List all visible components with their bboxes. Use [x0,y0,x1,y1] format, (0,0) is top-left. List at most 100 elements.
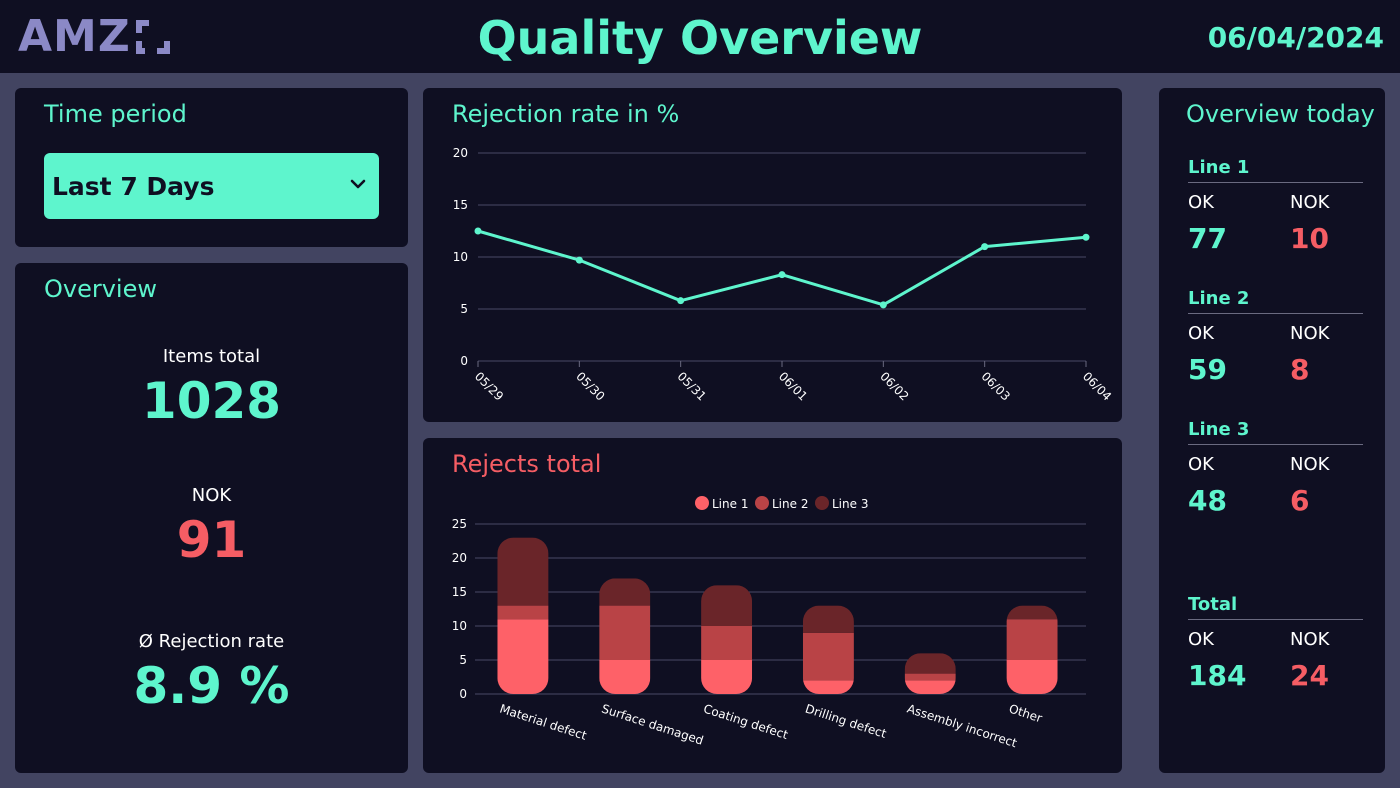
time-period-title: Time period [44,100,187,128]
ok-label: OK [1188,629,1214,650]
y-tick-label: 5 [460,302,468,316]
bar-segment [599,578,651,606]
data-point [778,271,786,279]
bar-segment [802,605,854,633]
overview-title: Overview [44,275,157,303]
data-point [1082,233,1090,241]
overview-today-title: Overview today [1186,100,1375,128]
line-2-ok-value: 59 [1188,353,1227,386]
ok-label: OK [1188,192,1214,213]
time-period-card: Time period Last 7 Days [15,88,408,247]
page-title: Quality Overview [477,11,923,65]
bar-segment [701,626,753,660]
legend-label: Line 3 [832,497,868,511]
top-bar: AMZ Quality Overview 06/04/2024 [0,0,1400,73]
total-summary: Total OK NOK 184 24 [1188,593,1363,694]
line-3-nok-value: 6 [1290,484,1310,517]
x-tick-label: 05/31 [675,369,709,403]
rejection-rate-card: Rejection rate in % 0 5 10 15 20 05/29 05/30 05… [423,88,1122,422]
total-heading: Total [1188,593,1363,620]
bar-segment [1006,619,1058,660]
bar-segment [904,653,956,674]
y-tick-label: 0 [460,354,468,368]
y-tick-label: 0 [459,687,467,701]
bar-segment [802,632,854,681]
bar-segment [701,585,753,626]
nok-label: NOK [1290,454,1330,475]
x-category-label: Material defect [498,702,589,743]
y-tick-label: 15 [453,198,468,212]
line-3-summary: Line 3 OK NOK 48 6 [1188,418,1363,519]
bar-segment [497,537,549,606]
y-tick-label: 5 [459,653,467,667]
nok-value: 91 [176,511,247,569]
line-1-ok-value: 77 [1188,222,1227,255]
legend-label: Line 2 [772,497,808,511]
bar-stack [802,605,854,694]
x-category-label: Other [1007,702,1044,726]
bar-segment [497,619,549,694]
bar-stack [904,653,956,694]
bar-segment [802,680,854,694]
legend-swatch [695,496,709,510]
logo-bracket-icon [135,20,170,54]
current-date: 06/04/2024 [1207,21,1384,54]
rejection-rate-series-line [477,229,1087,307]
data-point [879,301,887,309]
overview-card: Overview Items total 1028 NOK 91 Ø Rejec… [15,263,408,773]
legend-swatch [755,496,769,510]
items-total-label: Items total [162,346,261,367]
nok-label: NOK [1290,323,1330,344]
legend-swatch [815,496,829,510]
line-1-nok-value: 10 [1290,222,1329,255]
x-tick-label: 05/29 [472,369,506,403]
x-category-label: Drilling defect [803,702,888,742]
y-tick-label: 20 [452,551,467,565]
logo-text: AMZ [18,11,131,62]
rejects-total-bar-chart: 0 5 10 15 20 25 Line 1 Line 2 Line 3 Material def… [452,496,1086,751]
ok-label: OK [1188,323,1214,344]
nok-label: NOK [1290,629,1330,650]
rejection-rate-value: 8.9 % [133,657,290,715]
bar-segment [701,660,753,694]
y-tick-label: 20 [453,146,468,160]
time-period-selected: Last 7 Days [52,171,215,201]
x-category-label: Coating defect [702,702,790,743]
y-tick-label: 10 [453,250,468,264]
overview-today-card: Overview today Line 1 OK NOK 77 10 Line … [1159,88,1385,773]
bar-segment [599,660,651,694]
time-period-dropdown[interactable]: Last 7 Days [44,153,379,219]
items-total-value: 1028 [141,372,282,430]
y-tick-label: 10 [452,619,467,633]
line-2-summary: Line 2 OK NOK 59 8 [1188,287,1363,388]
legend-label: Line 1 [712,497,748,511]
bar-segment [1006,660,1058,694]
x-category-label: Assembly incorrect [905,702,1019,751]
bar-stack [497,537,549,694]
bar-segment [599,605,651,660]
bar-stack [599,578,651,694]
y-tick-label: 15 [452,585,467,599]
data-point [575,256,583,264]
line-2-heading: Line 2 [1188,287,1363,314]
total-ok-value: 184 [1188,659,1247,692]
rejects-total-card: Rejects total 0 5 10 15 20 25 Line 1 Line 2 Line… [423,438,1122,773]
total-nok-value: 24 [1290,659,1329,692]
bar-stack [1006,605,1058,694]
bar-segment [1006,605,1058,620]
data-point [474,227,482,235]
rejection-rate-chart-title: Rejection rate in % [452,100,680,128]
bar-segment [904,680,956,694]
ok-label: OK [1188,454,1214,475]
logo: AMZ [18,12,171,62]
line-3-ok-value: 48 [1188,484,1227,517]
y-tick-label: 25 [452,517,467,531]
line-1-heading: Line 1 [1188,156,1363,183]
chevron-down-icon [350,179,366,189]
rejection-rate-label: Ø Rejection rate [138,631,285,652]
bar-segment [904,673,956,681]
line-2-nok-value: 8 [1290,353,1310,386]
rejection-rate-line-chart: 0 5 10 15 20 05/29 05/30 05/31 06/01 06/02 06/03 06… [453,146,1115,404]
x-tick-label: 06/01 [776,369,810,403]
x-category-label: Surface damaged [600,702,705,748]
